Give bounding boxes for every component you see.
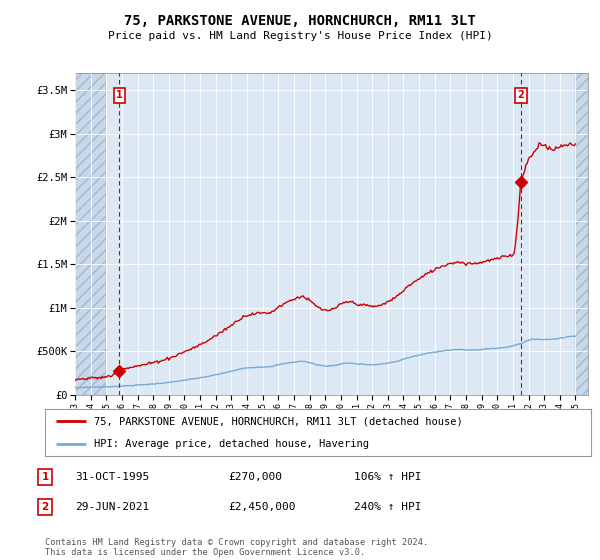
Text: 2: 2 [517,90,524,100]
Text: Contains HM Land Registry data © Crown copyright and database right 2024.
This d: Contains HM Land Registry data © Crown c… [45,538,428,557]
Bar [75,73,106,395]
Text: 75, PARKSTONE AVENUE, HORNCHURCH, RM11 3LT: 75, PARKSTONE AVENUE, HORNCHURCH, RM11 3… [124,14,476,28]
Text: 1: 1 [41,472,49,482]
Bar [575,73,588,395]
Text: 106% ↑ HPI: 106% ↑ HPI [354,472,421,482]
Bar [575,73,588,395]
Text: 240% ↑ HPI: 240% ↑ HPI [354,502,421,512]
Text: 75, PARKSTONE AVENUE, HORNCHURCH, RM11 3LT (detached house): 75, PARKSTONE AVENUE, HORNCHURCH, RM11 3… [94,416,463,426]
Text: 1: 1 [116,90,122,100]
Text: £2,450,000: £2,450,000 [228,502,296,512]
Bar [75,73,106,395]
Text: 2: 2 [41,502,49,512]
Text: Price paid vs. HM Land Registry's House Price Index (HPI): Price paid vs. HM Land Registry's House … [107,31,493,41]
Text: 31-OCT-1995: 31-OCT-1995 [75,472,149,482]
Text: HPI: Average price, detached house, Havering: HPI: Average price, detached house, Have… [94,439,369,449]
Text: £270,000: £270,000 [228,472,282,482]
Text: 29-JUN-2021: 29-JUN-2021 [75,502,149,512]
